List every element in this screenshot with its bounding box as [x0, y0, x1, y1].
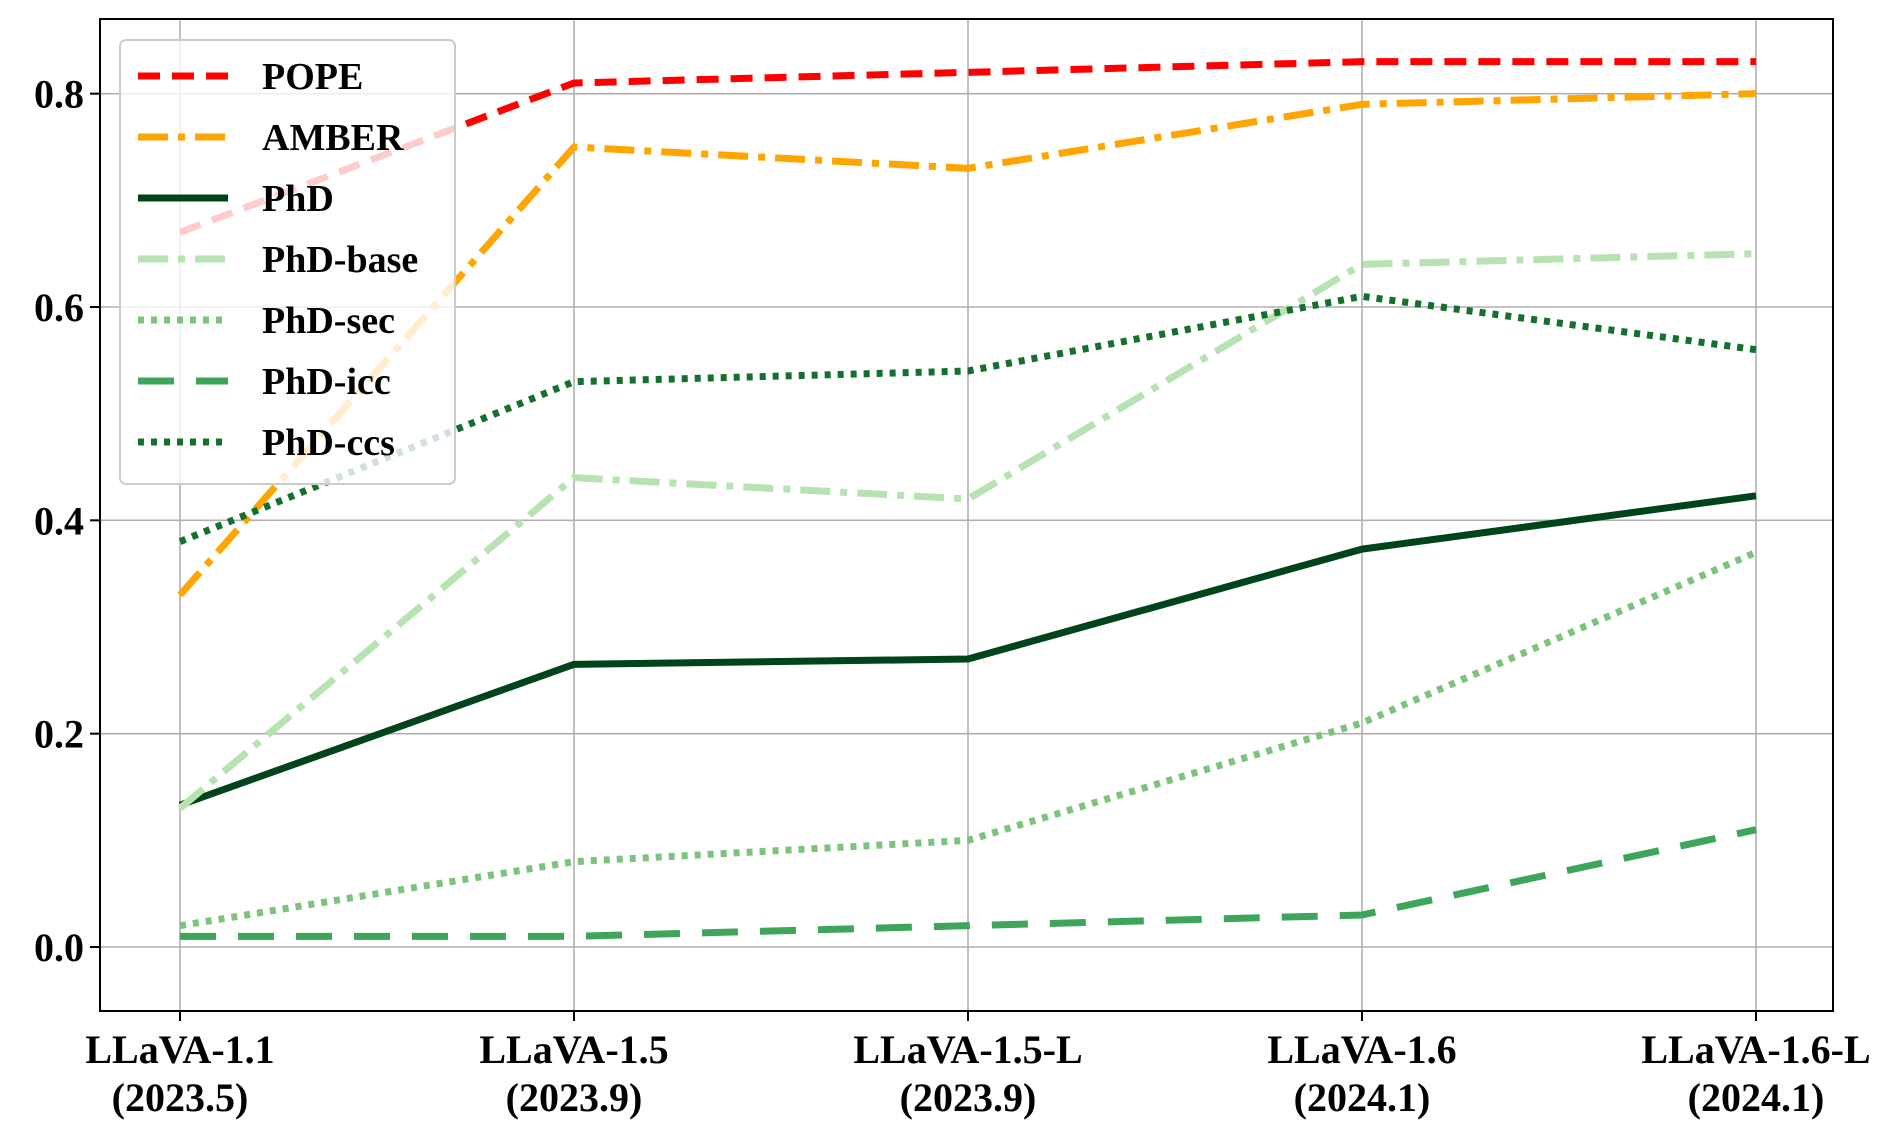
- x-tick-date: (2024.1): [1294, 1075, 1431, 1120]
- y-tick-label: 0.2: [34, 712, 84, 757]
- x-tick-date: (2023.5): [112, 1075, 249, 1120]
- x-tick-label: LLaVA-1.5-L (2023.9): [853, 1027, 1082, 1120]
- x-tick-date: (2023.9): [506, 1075, 643, 1120]
- x-tick-model-name: LLaVA-1.1: [85, 1027, 274, 1072]
- legend-label-phd: PhD: [262, 178, 334, 220]
- x-tick-date: (2023.9): [900, 1075, 1037, 1120]
- x-axis: LLaVA-1.1 (2023.5)LLaVA-1.5 (2023.9)LLaVA-…: [85, 1011, 1871, 1120]
- series-line-phd-sec: [179, 549, 1758, 930]
- legend-label-amber: AMBER: [262, 117, 404, 159]
- series-line-amber: [177, 90, 1757, 598]
- series-line-phd: [178, 492, 1757, 809]
- series-line-phd-base: [177, 250, 1757, 812]
- x-tick-label: LLaVA-1.6-L (2024.1): [1641, 1027, 1870, 1120]
- x-tick-label: LLaVA-1.1 (2023.5): [85, 1027, 274, 1120]
- y-axis: 0.0 0.2 0.4 0.6 0.8: [34, 72, 100, 970]
- legend-label-phd-ccs: PhD-ccs: [262, 422, 395, 464]
- x-tick-label: LLaVA-1.5 (2023.9): [479, 1027, 668, 1120]
- legend-label-phd-base: PhD-base: [262, 239, 418, 281]
- x-tick-model-name: LLaVA-1.5: [479, 1027, 668, 1072]
- y-tick-label: 0.0: [34, 925, 84, 970]
- x-tick-model-name: LLaVA-1.6-L: [1641, 1027, 1870, 1072]
- y-tick-label: 0.6: [34, 285, 84, 330]
- legend-label-pope: POPE: [262, 56, 363, 98]
- x-tick-model-name: LLaVA-1.6: [1267, 1027, 1456, 1072]
- legend-label-phd-sec: PhD-sec: [262, 300, 395, 342]
- x-tick-date: (2024.1): [1688, 1075, 1825, 1120]
- x-tick-label: LLaVA-1.6 (2024.1): [1267, 1027, 1456, 1120]
- plot-frame: [99, 18, 1834, 1012]
- series-line-phd-icc: [180, 826, 1757, 940]
- legend-box: [119, 39, 456, 485]
- series-line-phd-ccs: [178, 292, 1757, 545]
- y-tick-label: 0.4: [34, 498, 84, 543]
- x-tick-model-name: LLaVA-1.5-L: [853, 1027, 1082, 1072]
- legend: POPE AMBER PhD PhD-base PhD-sec PhD-icc PhD-cc…: [119, 39, 456, 485]
- legend-label-phd-icc: PhD-icc: [262, 361, 391, 403]
- y-tick-label: 0.8: [34, 72, 84, 117]
